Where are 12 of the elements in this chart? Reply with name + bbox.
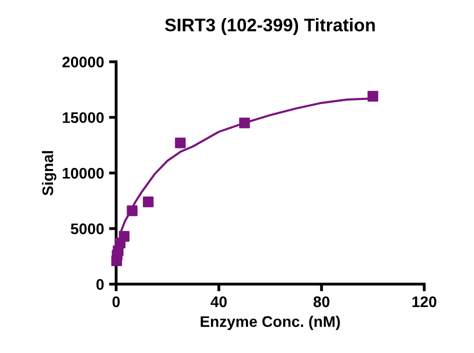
x-axis-title: Enzyme Conc. (nM)	[200, 316, 340, 330]
y-tick-label: 15000	[62, 112, 104, 124]
y-tick-label: 20000	[62, 56, 104, 68]
y-tick-label: 5000	[70, 223, 104, 234]
x-tick-label: 40	[210, 296, 227, 308]
y-tick-label: 0	[96, 279, 104, 290]
x-tick-label: 80	[314, 296, 330, 308]
y-tick-label: 10000	[62, 168, 104, 179]
chart-title: SIRT3 (102-399) Titration	[165, 18, 375, 35]
x-tick-label: 0	[112, 296, 120, 308]
x-tick-label: 120	[412, 296, 436, 308]
y-axis-title: Signal	[42, 151, 56, 196]
